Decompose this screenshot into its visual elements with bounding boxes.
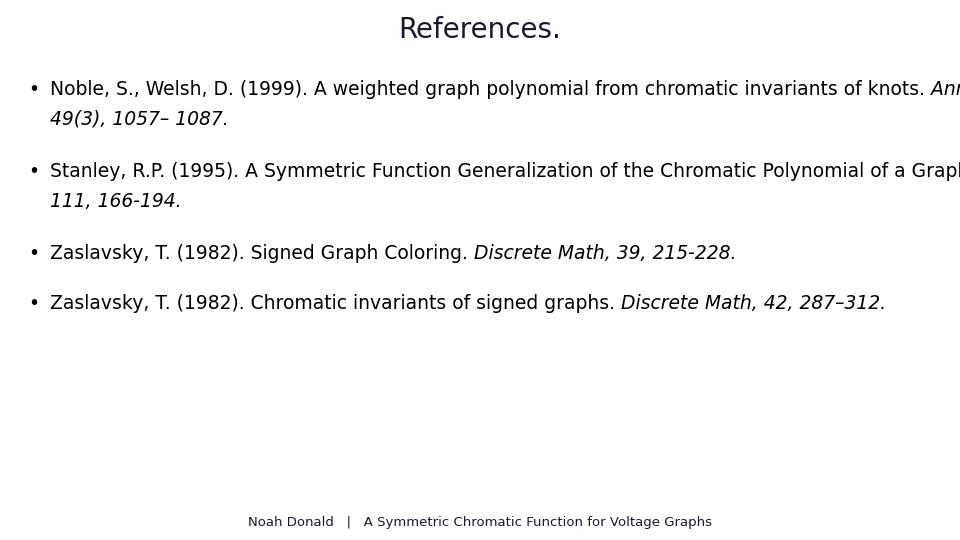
Text: •: • <box>28 80 39 99</box>
Text: 111, 166-194.: 111, 166-194. <box>50 192 181 211</box>
Text: •: • <box>28 244 39 263</box>
Text: Annales de l’institut Fourier,: Annales de l’institut Fourier, <box>931 80 960 99</box>
Text: Noah Donald   |   A Symmetric Chromatic Function for Voltage Graphs: Noah Donald | A Symmetric Chromatic Func… <box>248 516 712 529</box>
Text: References.: References. <box>398 16 562 44</box>
Text: •: • <box>28 162 39 181</box>
Text: Zaslavsky, T. (1982). Signed Graph Coloring.: Zaslavsky, T. (1982). Signed Graph Color… <box>50 244 474 263</box>
Text: Zaslavsky, T. (1982). Chromatic invariants of signed graphs.: Zaslavsky, T. (1982). Chromatic invarian… <box>50 294 621 313</box>
Text: Stanley, R.P. (1995). A Symmetric Function Generalization of the Chromatic Polyn: Stanley, R.P. (1995). A Symmetric Functi… <box>50 162 960 181</box>
Text: Discrete Math, 42, 287–312.: Discrete Math, 42, 287–312. <box>621 294 886 313</box>
Text: Noble, S., Welsh, D. (1999). A weighted graph polynomial from chromatic invarian: Noble, S., Welsh, D. (1999). A weighted … <box>50 80 931 99</box>
Text: 49(3), 1057– 1087.: 49(3), 1057– 1087. <box>50 110 228 129</box>
Text: Discrete Math, 39, 215-228.: Discrete Math, 39, 215-228. <box>474 244 736 263</box>
Text: •: • <box>28 294 39 313</box>
